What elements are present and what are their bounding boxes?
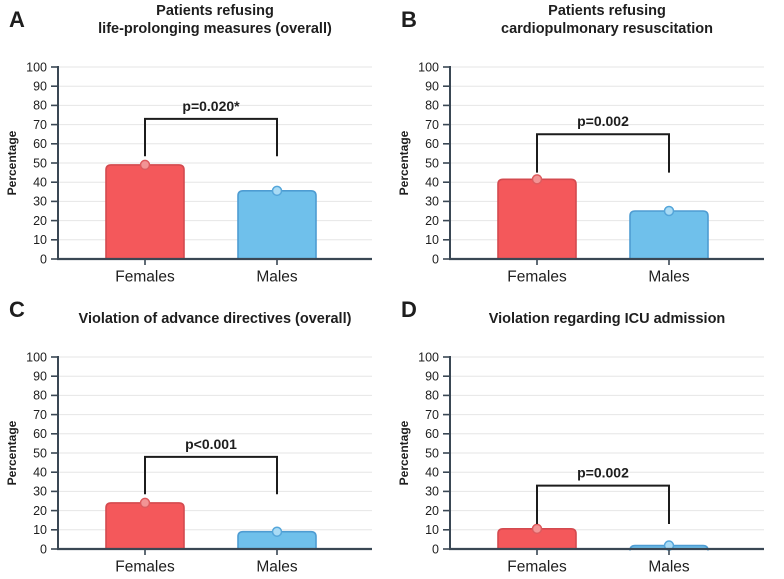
y-tick-label: 40: [33, 465, 47, 479]
bar-top-marker: [663, 205, 675, 217]
y-tick-label: 90: [425, 369, 439, 383]
y-tick-label: 100: [418, 350, 439, 364]
x-tick-label: Males: [648, 558, 690, 575]
y-tick-label: 10: [425, 523, 439, 537]
bar-top-marker: [139, 497, 151, 508]
y-tick-label: 60: [425, 427, 439, 441]
panel-letter: C: [9, 297, 25, 322]
p-value-label: p<0.001: [185, 435, 237, 451]
y-tick-label: 20: [425, 503, 439, 517]
x-tick-label: Females: [115, 269, 175, 286]
y-tick-label: 50: [425, 446, 439, 460]
panel-letter: D: [401, 297, 417, 322]
y-tick-label: 0: [40, 252, 47, 266]
y-tick-label: 40: [425, 465, 439, 479]
y-tick-label: 70: [33, 407, 47, 421]
y-tick-label: 60: [33, 137, 47, 151]
x-tick-label: Males: [256, 558, 298, 575]
y-tick-label: 20: [33, 214, 47, 228]
chart-title: life-prolonging measures (overall): [98, 21, 332, 37]
chart-svg: C Violation of advance directives (overal…: [5, 297, 372, 575]
y-tick-label: 80: [33, 99, 47, 113]
figure-panel: C Violation of advance directives (overal…: [0, 290, 392, 579]
chart-svg: A Patients refusing life-prolonging measur…: [5, 3, 372, 286]
bar-top-marker: [531, 523, 543, 534]
y-tick-label: 60: [33, 427, 47, 441]
y-tick-label: 100: [26, 350, 47, 364]
y-tick-label: 0: [432, 542, 439, 556]
y-axis-label: Percentage: [5, 130, 19, 195]
y-axis-label: Percentage: [397, 420, 411, 485]
x-tick-label: Females: [507, 558, 567, 575]
y-tick-label: 0: [432, 252, 439, 266]
bar-top-marker: [271, 525, 283, 537]
y-tick-label: 50: [33, 156, 47, 170]
panel-letter: B: [401, 7, 417, 32]
y-tick-label: 90: [425, 80, 439, 94]
y-tick-label: 70: [425, 407, 439, 421]
significance-bracket: [144, 455, 278, 494]
bar-females: [497, 527, 577, 550]
y-tick-label: 70: [425, 118, 439, 132]
y-tick-label: 100: [418, 60, 439, 74]
y-tick-label: 10: [33, 233, 47, 247]
bar-top-marker: [271, 185, 283, 197]
y-tick-label: 0: [40, 542, 47, 556]
y-tick-label: 10: [33, 523, 47, 537]
y-tick-label: 90: [33, 80, 47, 94]
y-axis-label: Percentage: [5, 420, 19, 485]
chart-svg: D Violation regarding ICU admission 0 10 20 3…: [397, 297, 764, 575]
bar-males: [237, 530, 317, 550]
bar-males: [237, 190, 317, 260]
significance-bracket: [144, 117, 278, 157]
chart-svg: B Patients refusing cardiopulmonary resusc…: [397, 3, 764, 286]
y-tick-label: 80: [425, 388, 439, 402]
y-tick-label: 100: [26, 60, 47, 74]
bar-top-marker: [531, 174, 543, 185]
y-tick-label: 60: [425, 137, 439, 151]
y-tick-label: 80: [33, 388, 47, 402]
y-tick-label: 30: [425, 484, 439, 498]
y-tick-label: 20: [425, 214, 439, 228]
p-value-label: p=0.002: [577, 464, 629, 480]
x-tick-label: Females: [115, 558, 175, 575]
bar-females: [497, 178, 577, 260]
y-tick-label: 30: [425, 195, 439, 209]
chart-title: Patients refusing: [548, 3, 666, 19]
bar-females: [105, 501, 185, 550]
y-tick-label: 30: [33, 195, 47, 209]
chart-title: Patients refusing: [156, 3, 274, 19]
y-tick-label: 10: [425, 233, 439, 247]
bar-top-marker: [139, 159, 151, 171]
y-tick-label: 90: [33, 369, 47, 383]
y-tick-label: 30: [33, 484, 47, 498]
y-tick-label: 40: [33, 176, 47, 190]
figure-panel: D Violation regarding ICU admission 0 10 20 3…: [392, 290, 784, 579]
bar-females: [105, 164, 185, 260]
p-value-label: p=0.020*: [182, 98, 240, 114]
x-tick-label: Females: [507, 269, 567, 286]
significance-bracket: [536, 484, 670, 524]
bar-males: [629, 210, 709, 260]
y-tick-label: 80: [425, 99, 439, 113]
y-tick-label: 50: [33, 446, 47, 460]
y-axis-label: Percentage: [397, 130, 411, 195]
chart-title: Violation of advance directives (overall…: [79, 311, 352, 327]
y-tick-label: 50: [425, 156, 439, 170]
p-value-label: p=0.002: [577, 113, 629, 129]
figure-panel: A Patients refusing life-prolonging measur…: [0, 0, 392, 290]
chart-title: cardiopulmonary resuscitation: [501, 21, 713, 37]
panel-letter: A: [9, 7, 25, 32]
figure-panel: B Patients refusing cardiopulmonary resusc…: [392, 0, 784, 290]
x-tick-label: Males: [256, 269, 298, 286]
y-tick-label: 20: [33, 503, 47, 517]
x-tick-label: Males: [648, 269, 690, 286]
chart-title: Violation regarding ICU admission: [489, 311, 726, 327]
significance-bracket: [536, 133, 670, 173]
y-tick-label: 70: [33, 118, 47, 132]
y-tick-label: 40: [425, 176, 439, 190]
